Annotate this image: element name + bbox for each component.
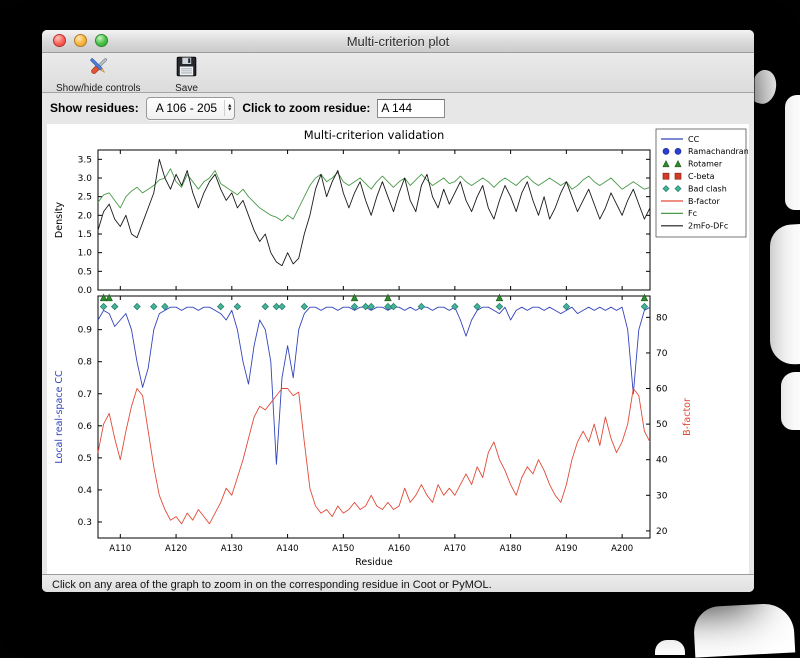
- status-bar: Click on any area of the graph to zoom i…: [42, 574, 754, 592]
- screenshot-artifact: [692, 602, 796, 658]
- svg-text:A170: A170: [444, 544, 466, 554]
- window-titlebar[interactable]: Multi-criterion plot: [42, 30, 754, 53]
- svg-text:50: 50: [656, 420, 668, 430]
- svg-text:B-factor: B-factor: [688, 197, 721, 206]
- svg-text:A140: A140: [277, 544, 299, 554]
- show-residues-label: Show residues:: [50, 101, 139, 115]
- traffic-lights: [53, 34, 108, 47]
- svg-text:A150: A150: [332, 544, 354, 554]
- svg-text:0.7: 0.7: [78, 390, 92, 400]
- zoom-residue-label: Click to zoom residue:: [242, 101, 371, 115]
- svg-text:A160: A160: [388, 544, 410, 554]
- svg-text:0.5: 0.5: [78, 267, 92, 277]
- svg-text:A190: A190: [555, 544, 577, 554]
- svg-text:A120: A120: [165, 544, 187, 554]
- svg-text:20: 20: [656, 527, 668, 537]
- residue-range-value: A 106 - 205: [155, 101, 218, 115]
- zoom-window-button[interactable]: [95, 34, 108, 47]
- controls-bar: Show residues: A 106 - 205 ▴ ▾ Click to z…: [42, 93, 754, 123]
- svg-text:Density: Density: [54, 202, 65, 238]
- screenshot-artifact: [655, 640, 685, 655]
- screenshot-artifact: [770, 223, 800, 367]
- svg-text:Ramachandran: Ramachandran: [688, 147, 748, 156]
- minimize-window-button[interactable]: [74, 34, 87, 47]
- window-title: Multi-criterion plot: [346, 33, 450, 49]
- save-icon: [174, 54, 199, 84]
- svg-text:CC: CC: [688, 135, 700, 144]
- svg-text:70: 70: [656, 349, 668, 359]
- svg-text:3.0: 3.0: [78, 174, 93, 184]
- svg-text:Rotamer: Rotamer: [688, 160, 723, 169]
- svg-text:2.0: 2.0: [78, 211, 93, 221]
- close-window-button[interactable]: [53, 34, 66, 47]
- svg-text:0.0: 0.0: [78, 286, 93, 296]
- svg-text:2mFo-DFc: 2mFo-DFc: [688, 222, 728, 231]
- svg-text:Residue: Residue: [355, 557, 393, 568]
- svg-text:Local real-space CC: Local real-space CC: [54, 370, 65, 464]
- svg-text:0.8: 0.8: [78, 358, 93, 368]
- show-hide-controls-label: Show/hide controls: [56, 83, 141, 94]
- plot-panel: Multi-criterion validation 0.0 0.5 1.0 1.5 2.…: [47, 124, 749, 574]
- stepper-arrows-icon: ▴ ▾: [224, 100, 231, 116]
- svg-text:2.5: 2.5: [78, 193, 92, 203]
- residue-range-select[interactable]: A 106 - 205 ▴ ▾: [145, 96, 236, 120]
- figure-svg[interactable]: Multi-criterion validation 0.0 0.5 1.0 1.5 2.…: [48, 124, 748, 574]
- svg-text:Fc: Fc: [688, 209, 697, 218]
- screenshot-artifact: [781, 372, 800, 430]
- show-hide-controls-button[interactable]: Show/hide controls: [56, 54, 141, 94]
- svg-text:Multi-criterion validation: Multi-criterion validation: [304, 128, 445, 142]
- svg-text:30: 30: [656, 491, 668, 501]
- svg-text:A180: A180: [500, 544, 522, 554]
- save-label: Save: [175, 83, 198, 94]
- svg-text:0.9: 0.9: [78, 326, 93, 336]
- svg-text:B-factor: B-factor: [682, 398, 693, 436]
- svg-text:80: 80: [656, 313, 668, 323]
- svg-text:0.5: 0.5: [78, 454, 92, 464]
- svg-text:1.5: 1.5: [78, 230, 92, 240]
- svg-text:0.3: 0.3: [78, 518, 92, 528]
- svg-text:60: 60: [656, 385, 668, 395]
- tools-icon: [86, 54, 111, 84]
- svg-text:0.4: 0.4: [78, 486, 93, 496]
- status-text: Click on any area of the graph to zoom i…: [52, 579, 492, 591]
- svg-text:3.5: 3.5: [78, 155, 92, 165]
- svg-text:A110: A110: [109, 544, 131, 554]
- svg-text:1.0: 1.0: [78, 249, 93, 259]
- app-window: Multi-criterion plot S: [42, 30, 754, 592]
- svg-text:C-beta: C-beta: [688, 172, 715, 181]
- svg-text:A130: A130: [221, 544, 243, 554]
- zoom-residue-input[interactable]: [377, 98, 446, 118]
- toolbar: Show/hide controls Save: [42, 53, 754, 94]
- svg-text:40: 40: [656, 456, 668, 466]
- screenshot-artifact: [785, 95, 800, 210]
- svg-text:0.6: 0.6: [78, 422, 93, 432]
- svg-text:Bad clash: Bad clash: [688, 184, 727, 193]
- save-button[interactable]: Save: [167, 54, 207, 94]
- svg-text:A200: A200: [611, 544, 633, 554]
